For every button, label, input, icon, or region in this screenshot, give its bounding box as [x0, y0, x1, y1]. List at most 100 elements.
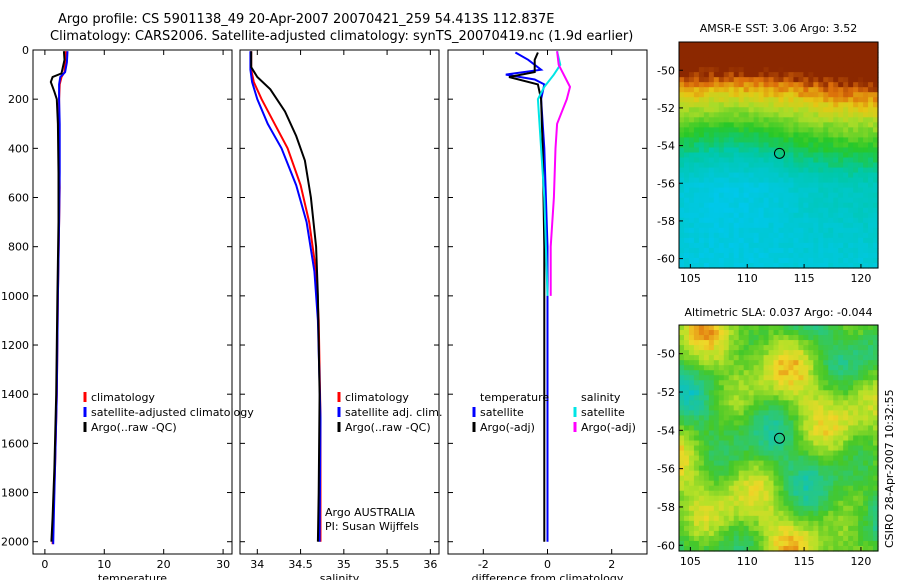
heat-cell — [803, 500, 809, 507]
heat-cell — [778, 395, 785, 401]
heat-cell — [863, 540, 869, 547]
heat-cell — [848, 242, 854, 249]
heat-cell — [758, 510, 765, 517]
heat-cell — [768, 365, 775, 371]
heat-cell — [688, 345, 695, 351]
heat-cell — [783, 87, 790, 93]
heat-cell — [778, 410, 785, 416]
heat-cell — [798, 445, 804, 452]
heat-cell — [813, 435, 819, 442]
heat-cell — [693, 395, 700, 401]
heat-cell — [683, 480, 690, 487]
heat-cell — [838, 247, 844, 254]
heat-cell — [748, 410, 755, 416]
heat-cell — [853, 257, 859, 264]
heat-cell — [718, 345, 725, 351]
heat-cell — [688, 147, 695, 154]
heat-cell — [748, 177, 755, 184]
heat-cell — [848, 42, 854, 48]
heat-cell — [703, 212, 710, 219]
heat-cell — [733, 405, 740, 411]
heat-cell — [768, 355, 775, 361]
heat-cell — [848, 182, 854, 189]
heat-cell — [838, 197, 844, 204]
heat-cell — [868, 77, 874, 83]
heat-cell — [803, 370, 809, 376]
heat-cell — [853, 177, 859, 184]
heat-cell — [753, 385, 760, 391]
heat-cell — [863, 177, 869, 184]
heat-cell — [748, 535, 755, 542]
heat-cell — [748, 335, 755, 341]
heat-cell — [718, 182, 725, 189]
heat-cell — [698, 450, 705, 457]
heat-cell — [783, 162, 790, 169]
heat-cell — [793, 370, 799, 376]
heat-cell — [823, 440, 829, 447]
heat-cell — [833, 227, 839, 234]
heat-cell — [698, 345, 705, 351]
heat-cell — [793, 67, 799, 73]
heat-cell — [843, 202, 849, 209]
heat-cell — [833, 102, 839, 108]
heat-cell — [858, 465, 864, 472]
heat-cell — [868, 410, 874, 416]
heat-cell — [858, 520, 864, 527]
heat-cell — [838, 42, 844, 48]
heat-cell — [763, 82, 770, 88]
heat-cell — [728, 535, 735, 542]
heat-cell — [853, 530, 859, 537]
heat-cell — [718, 202, 725, 209]
heat-cell — [793, 217, 799, 224]
heat-cell — [873, 480, 879, 487]
heat-cell — [798, 470, 804, 477]
heat-cell — [758, 435, 765, 442]
heat-cell — [858, 460, 864, 467]
heat-cell — [778, 62, 785, 68]
heat-cell — [733, 157, 740, 164]
heat-cell — [728, 445, 735, 452]
heat-cell — [823, 247, 829, 254]
heat-cell — [763, 67, 770, 73]
heat-cell — [788, 485, 795, 492]
heat-cell — [733, 192, 740, 199]
heat-cell — [698, 385, 705, 391]
heat-cell — [728, 232, 735, 239]
heat-cell — [753, 197, 760, 204]
heat-cell — [708, 222, 715, 229]
heat-cell — [853, 127, 859, 133]
heat-cell — [818, 222, 824, 229]
heat-cell — [768, 470, 775, 477]
heat-cell — [703, 445, 710, 452]
heat-cell — [728, 465, 735, 472]
heat-cell — [798, 510, 804, 517]
heat-cell — [808, 545, 814, 552]
heat-cell — [848, 430, 854, 437]
heat-cell — [773, 257, 780, 264]
heat-cell — [848, 117, 854, 123]
heat-cell — [828, 390, 834, 396]
heat-cell — [698, 440, 705, 447]
heat-cell — [808, 325, 814, 331]
heat-cell — [743, 535, 750, 542]
heat-cell — [848, 72, 854, 78]
heat-cell — [858, 67, 864, 73]
heat-cell — [833, 202, 839, 209]
heat-cell — [758, 415, 765, 422]
heat-cell — [863, 182, 869, 189]
heat-cell — [798, 525, 804, 532]
heat-cell — [813, 385, 819, 391]
heat-cell — [679, 405, 685, 411]
heat-cell — [738, 450, 745, 457]
heat-cell — [828, 535, 834, 542]
heat-cell — [688, 217, 695, 224]
heat-cell — [778, 177, 785, 184]
heat-cell — [708, 395, 715, 401]
heat-cell — [748, 380, 755, 386]
heat-cell — [708, 325, 715, 331]
heat-cell — [853, 445, 859, 452]
heat-cell — [683, 212, 690, 219]
heat-cell — [838, 390, 844, 396]
heat-cell — [863, 475, 869, 482]
heat-cell — [788, 535, 795, 542]
